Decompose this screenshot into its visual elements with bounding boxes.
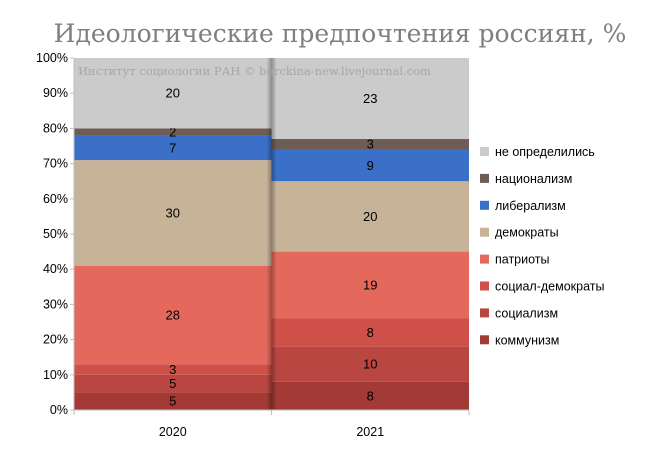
legend-label: либерализм xyxy=(495,199,566,213)
y-tick-label: 70% xyxy=(43,157,68,171)
y-tick-label: 10% xyxy=(43,368,68,382)
data-label: 5 xyxy=(169,376,176,391)
legend-swatch xyxy=(480,254,489,264)
data-label: 19 xyxy=(363,278,377,293)
data-label: 30 xyxy=(166,205,180,220)
y-tick-label: 60% xyxy=(43,192,68,206)
bar-segment xyxy=(271,346,469,382)
y-tick-label: 20% xyxy=(43,333,68,347)
data-label: 3 xyxy=(169,362,176,377)
data-label: 7 xyxy=(169,140,176,155)
legend-label: патриоты xyxy=(495,253,550,267)
y-axis: 0% 10% 20% 30% 40% 50% 60% 70% 80% 90% 100% xyxy=(36,51,75,417)
x-tick-label: 2020 xyxy=(159,425,187,439)
data-label: 28 xyxy=(166,307,180,322)
bar-segment xyxy=(271,138,469,150)
y-tick-label: 50% xyxy=(43,227,68,241)
data-label: 5 xyxy=(169,394,176,409)
bar-segment xyxy=(74,392,272,410)
bar-segment xyxy=(271,149,469,182)
bar-segment xyxy=(74,364,272,375)
bar-segment xyxy=(74,265,272,365)
data-label: 20 xyxy=(166,86,180,101)
bar-segment xyxy=(271,58,469,139)
legend-swatch xyxy=(480,147,489,156)
legend-swatch xyxy=(480,335,489,345)
bar-segment xyxy=(271,381,469,410)
bar-segment xyxy=(271,251,469,319)
data-label: 8 xyxy=(367,325,374,340)
bar-segment xyxy=(74,135,272,161)
data-label: 2 xyxy=(169,124,176,139)
legend-swatch xyxy=(480,200,489,210)
legend-label: демократы xyxy=(495,226,559,240)
legend-label: национализм xyxy=(495,172,572,186)
watermark-text: Институт социологии РАН © burckina-new.l… xyxy=(78,64,431,78)
data-label: 3 xyxy=(367,137,374,152)
legend-swatch xyxy=(480,281,489,291)
legend-label: не определились xyxy=(495,145,595,159)
data-label: 20 xyxy=(363,209,377,224)
y-tick-label: 40% xyxy=(43,262,68,276)
legend-swatch xyxy=(480,308,489,318)
y-tick-label: 100% xyxy=(36,51,68,65)
x-axis: 2020 2021 xyxy=(73,409,470,439)
bar-segment xyxy=(74,58,272,129)
x-tick-label: 2021 xyxy=(356,425,384,439)
y-tick-label: 80% xyxy=(43,121,68,135)
legend: не определились национализм либерализм демо… xyxy=(480,145,605,347)
data-label: 10 xyxy=(363,357,377,372)
legend-swatch xyxy=(480,227,489,237)
y-tick-label: 90% xyxy=(43,86,68,100)
legend-label: социализм xyxy=(495,306,558,320)
y-tick-label: 30% xyxy=(43,297,68,311)
data-label: 8 xyxy=(367,388,374,403)
legend-label: коммунизм xyxy=(495,333,559,347)
legend-label: социал-демократы xyxy=(495,280,605,294)
bar-segment xyxy=(74,374,272,393)
legend-swatch xyxy=(480,173,489,183)
data-label: 23 xyxy=(363,91,377,106)
bar-segment xyxy=(271,318,469,347)
data-label: 9 xyxy=(367,158,374,173)
chart-title: Идеологические предпочтения россиян, % xyxy=(54,19,627,48)
bar-segment xyxy=(74,160,272,266)
y-tick-label: 0% xyxy=(50,403,68,417)
column-separator-shadow xyxy=(266,58,277,410)
bar-segment xyxy=(271,181,469,252)
bar-segment xyxy=(74,128,272,136)
